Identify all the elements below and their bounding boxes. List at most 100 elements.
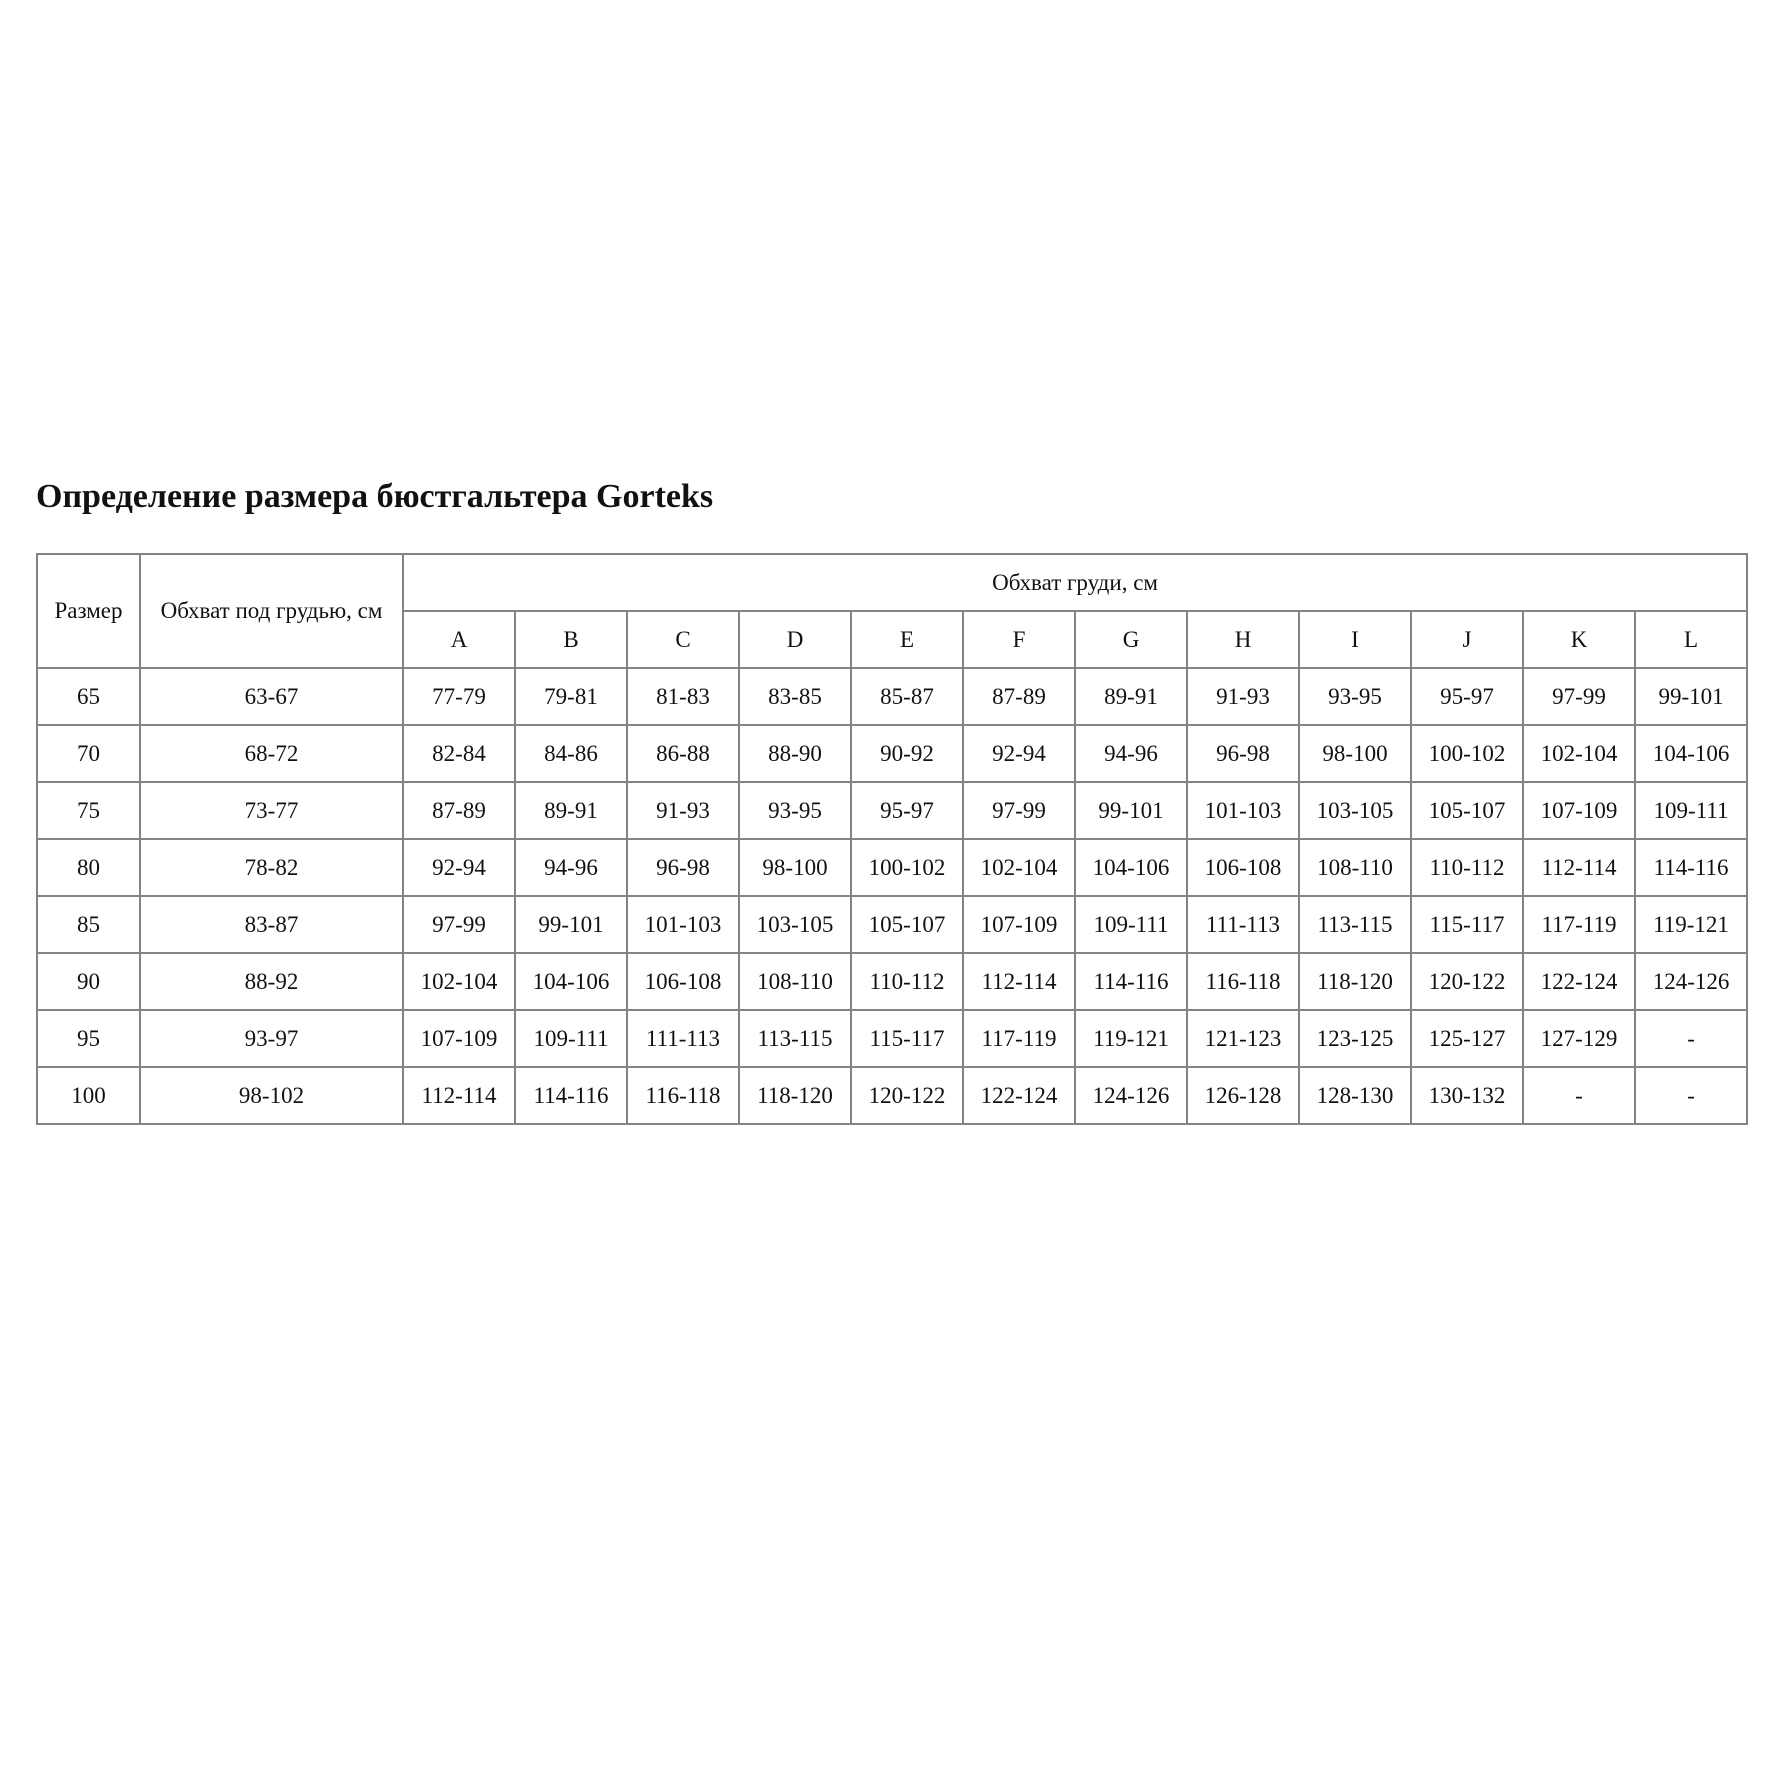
cell-bust: 97-99 [402,895,516,954]
cell-bust: 119-121 [1633,895,1749,954]
cell-bust: 128-130 [1298,1066,1412,1125]
cell-bust: 114-116 [1633,838,1749,897]
cell-bust: 111-113 [626,1009,740,1068]
cell-bust: 99-101 [514,895,628,954]
cell-underbust: 68-72 [139,724,404,783]
cell-bust: 122-124 [962,1066,1076,1125]
header-cup: B [514,610,628,669]
cell-bust: 92-94 [962,724,1076,783]
cell-bust: 109-111 [1633,781,1749,840]
cell-bust: 101-103 [1186,781,1300,840]
cell-bust: 97-99 [962,781,1076,840]
cell-bust: 112-114 [962,952,1076,1011]
cell-bust: 99-101 [1074,781,1188,840]
header-cup: A [402,610,516,669]
cell-bust: 89-91 [1074,667,1188,726]
cell-bust: 108-110 [738,952,852,1011]
cell-bust: 94-96 [514,838,628,897]
cell-size: 80 [36,838,141,897]
cell-bust: 119-121 [1074,1009,1188,1068]
header-cup: J [1410,610,1524,669]
cell-bust: 91-93 [1186,667,1300,726]
cell-bust: 116-118 [626,1066,740,1125]
cell-bust: 106-108 [1186,838,1300,897]
cell-bust: 104-106 [514,952,628,1011]
cell-bust: 107-109 [962,895,1076,954]
header-size: Размер [36,553,141,669]
cell-bust: 112-114 [402,1066,516,1125]
cell-size: 95 [36,1009,141,1068]
header-underbust: Обхват под грудью, см [139,553,404,669]
cell-bust: 110-112 [850,952,964,1011]
cell-bust: 104-106 [1633,724,1749,783]
cell-bust: 108-110 [1298,838,1412,897]
header-cup: G [1074,610,1188,669]
table-row: 80 78-82 92-94 94-96 96-98 98-100 100-102 102-1… [36,838,1749,897]
cell-bust: 120-122 [1410,952,1524,1011]
cell-bust: 88-90 [738,724,852,783]
cell-bust: 121-123 [1186,1009,1300,1068]
cell-bust: 116-118 [1186,952,1300,1011]
cell-bust: 93-95 [738,781,852,840]
cell-bust: 103-105 [1298,781,1412,840]
table-row: 70 68-72 82-84 84-86 86-88 88-90 90-92 92-94 94-… [36,724,1749,783]
cell-bust: 109-111 [1074,895,1188,954]
cell-bust: 98-100 [738,838,852,897]
cell-bust: 104-106 [1074,838,1188,897]
cell-underbust: 93-97 [139,1009,404,1068]
cell-bust: 124-126 [1074,1066,1188,1125]
cell-bust: 115-117 [1410,895,1524,954]
header-cup: F [962,610,1076,669]
cell-bust: 109-111 [514,1009,628,1068]
cell-bust: 83-85 [738,667,852,726]
cell-size: 100 [36,1066,141,1125]
cell-underbust: 73-77 [139,781,404,840]
page-title: Определение размера бюстгальтера Gorteks [36,478,714,515]
cell-bust: 86-88 [626,724,740,783]
cell-bust: - [1633,1066,1749,1125]
table-row: 95 93-97 107-109 109-111 111-113 113-115 115-1… [36,1009,1749,1068]
cell-bust: 97-99 [1522,667,1636,726]
cell-bust: 102-104 [962,838,1076,897]
cell-bust: 111-113 [1186,895,1300,954]
cell-bust: 117-119 [962,1009,1076,1068]
cell-size: 70 [36,724,141,783]
table-row: 100 98-102 112-114 114-116 116-118 118-120 120… [36,1066,1749,1125]
cell-bust: - [1633,1009,1749,1068]
cell-bust: 124-126 [1633,952,1749,1011]
size-table: Размер Обхват под грудью, см Обхват груд… [36,553,1749,1125]
cell-bust: 98-100 [1298,724,1412,783]
cell-bust: 114-116 [1074,952,1188,1011]
header-cup: C [626,610,740,669]
header-cup: K [1522,610,1636,669]
header-cup: L [1633,610,1749,669]
cell-bust: 95-97 [850,781,964,840]
cell-bust: 91-93 [626,781,740,840]
cell-size: 65 [36,667,141,726]
cell-bust: 127-129 [1522,1009,1636,1068]
header-row: Размер Обхват под грудью, см Обхват груд… [36,553,1749,669]
cell-underbust: 98-102 [139,1066,404,1125]
header-cup: E [850,610,964,669]
cell-bust: 89-91 [514,781,628,840]
cell-bust: 103-105 [738,895,852,954]
cell-bust: 84-86 [514,724,628,783]
cell-bust: 114-116 [514,1066,628,1125]
cell-bust: 77-79 [402,667,516,726]
cell-size: 85 [36,895,141,954]
cell-bust: 113-115 [738,1009,852,1068]
cell-bust: 107-109 [402,1009,516,1068]
cell-bust: 122-124 [1522,952,1636,1011]
table-row: 90 88-92 102-104 104-106 106-108 108-110 110-1… [36,952,1749,1011]
cell-bust: 117-119 [1522,895,1636,954]
cell-underbust: 78-82 [139,838,404,897]
cell-bust: 93-95 [1298,667,1412,726]
header-bust: Обхват груди, см [401,553,1749,612]
cell-bust: 126-128 [1186,1066,1300,1125]
cell-bust: 125-127 [1410,1009,1524,1068]
cell-bust: 87-89 [402,781,516,840]
cell-bust: 96-98 [1186,724,1300,783]
header-cup: D [738,610,852,669]
cell-bust: 118-120 [738,1066,852,1125]
